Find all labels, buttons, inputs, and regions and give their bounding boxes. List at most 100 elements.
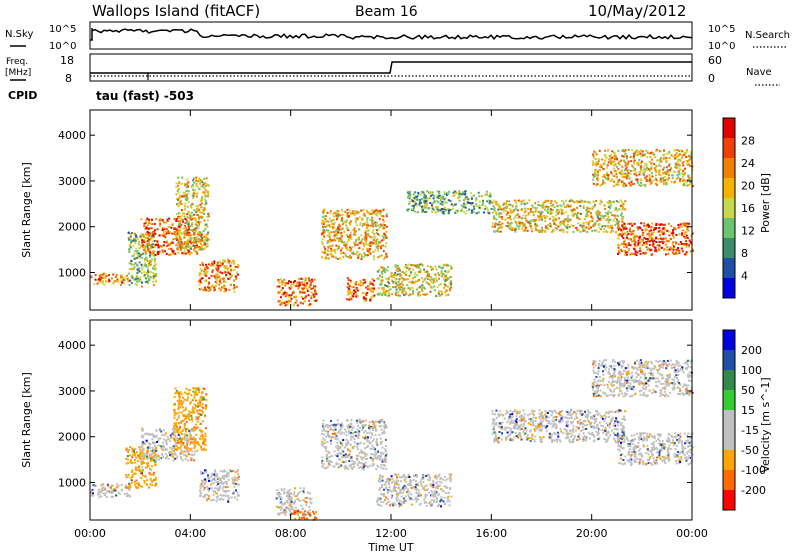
power-cell bbox=[636, 235, 638, 238]
power-cell bbox=[675, 164, 678, 167]
velocity-cell bbox=[225, 494, 228, 497]
power-cell bbox=[412, 268, 415, 271]
power-cell bbox=[350, 212, 352, 215]
power-cell bbox=[620, 180, 623, 183]
power-cell bbox=[353, 233, 355, 236]
power-cell bbox=[641, 229, 644, 232]
power-cell bbox=[201, 211, 204, 214]
power-cell bbox=[204, 236, 207, 239]
power-cell bbox=[652, 179, 655, 182]
power-cell bbox=[529, 222, 532, 225]
power-cell bbox=[478, 195, 481, 198]
power-cell bbox=[210, 274, 213, 277]
power-cell bbox=[621, 235, 624, 238]
power-cell bbox=[376, 212, 379, 215]
power-cell bbox=[453, 193, 456, 196]
power-cell bbox=[204, 193, 207, 196]
power-cell bbox=[676, 252, 679, 255]
power-cell bbox=[375, 241, 378, 244]
power-cell bbox=[644, 149, 647, 152]
power-cell bbox=[506, 221, 509, 224]
power-cell bbox=[351, 212, 354, 215]
velocity-cell bbox=[220, 480, 223, 483]
power-cell bbox=[145, 219, 148, 222]
power-cell bbox=[546, 208, 549, 211]
power-cell bbox=[662, 223, 665, 226]
power-cell bbox=[346, 219, 348, 222]
power-cell bbox=[399, 288, 401, 291]
power-cell bbox=[447, 293, 450, 296]
power-cell bbox=[156, 242, 159, 244]
power-cell bbox=[202, 209, 205, 212]
power-cell bbox=[651, 238, 654, 240]
power-cell bbox=[598, 211, 601, 214]
power-cell bbox=[618, 163, 621, 166]
power-cell bbox=[399, 274, 402, 277]
power-cell bbox=[627, 168, 630, 171]
power-cell bbox=[438, 194, 441, 197]
power-cell bbox=[223, 259, 226, 262]
power-cell bbox=[668, 234, 671, 237]
velocity-cell bbox=[159, 437, 162, 440]
velocity-cell bbox=[147, 445, 150, 448]
power-cell bbox=[345, 255, 348, 258]
power-cell bbox=[235, 285, 238, 288]
power-cell bbox=[463, 210, 465, 213]
power-cell bbox=[444, 294, 447, 297]
power-cell bbox=[322, 232, 324, 235]
power-cell bbox=[169, 253, 172, 256]
power-cell bbox=[348, 237, 351, 240]
power-cell bbox=[178, 229, 181, 232]
power-cell bbox=[658, 173, 661, 176]
power-cell bbox=[524, 217, 527, 220]
velocity-cell bbox=[176, 431, 179, 433]
power-cell bbox=[612, 164, 615, 167]
power-cell bbox=[497, 203, 500, 206]
power-cell bbox=[624, 208, 627, 211]
power-cell bbox=[186, 229, 189, 232]
power-cell bbox=[498, 215, 501, 218]
power-cell bbox=[213, 286, 216, 289]
power-cell bbox=[201, 237, 203, 239]
power-cell bbox=[588, 227, 590, 230]
power-cell bbox=[307, 277, 310, 280]
power-cell bbox=[562, 203, 565, 206]
power-cell bbox=[194, 240, 197, 243]
power-cell bbox=[559, 229, 561, 232]
power-cell bbox=[659, 178, 662, 181]
power-cell bbox=[653, 239, 656, 242]
power-cell bbox=[397, 291, 400, 294]
power-cell bbox=[346, 248, 349, 251]
power-cell bbox=[135, 257, 138, 259]
power-cell bbox=[441, 200, 444, 203]
power-cell bbox=[471, 209, 473, 212]
velocity-cell bbox=[141, 485, 144, 488]
power-cell bbox=[181, 195, 184, 198]
power-cell bbox=[621, 171, 624, 174]
power-cell bbox=[667, 172, 670, 175]
power-cell bbox=[295, 284, 298, 287]
velocity-cell bbox=[151, 459, 154, 462]
power-cell bbox=[678, 233, 681, 236]
power-cell bbox=[394, 263, 397, 266]
power-cell bbox=[194, 227, 197, 230]
power-cell bbox=[310, 291, 313, 294]
velocity-cell bbox=[125, 474, 128, 476]
power-cell bbox=[124, 279, 127, 282]
power-cell bbox=[475, 199, 477, 202]
power-cell bbox=[598, 213, 601, 216]
power-cell bbox=[105, 275, 108, 277]
power-cell bbox=[202, 240, 205, 243]
power-cell bbox=[197, 220, 200, 223]
velocity-cell bbox=[174, 448, 177, 451]
velocity-cell bbox=[233, 485, 236, 488]
velocity-cell bbox=[192, 428, 195, 430]
power-cell bbox=[347, 235, 349, 238]
velocity-cell bbox=[125, 457, 128, 460]
velocity-cell bbox=[181, 406, 184, 409]
power-cell bbox=[142, 234, 145, 237]
power-cell bbox=[534, 223, 537, 226]
velocity-cell bbox=[200, 429, 203, 432]
power-cell bbox=[154, 274, 157, 277]
velocity-cell bbox=[230, 496, 233, 499]
